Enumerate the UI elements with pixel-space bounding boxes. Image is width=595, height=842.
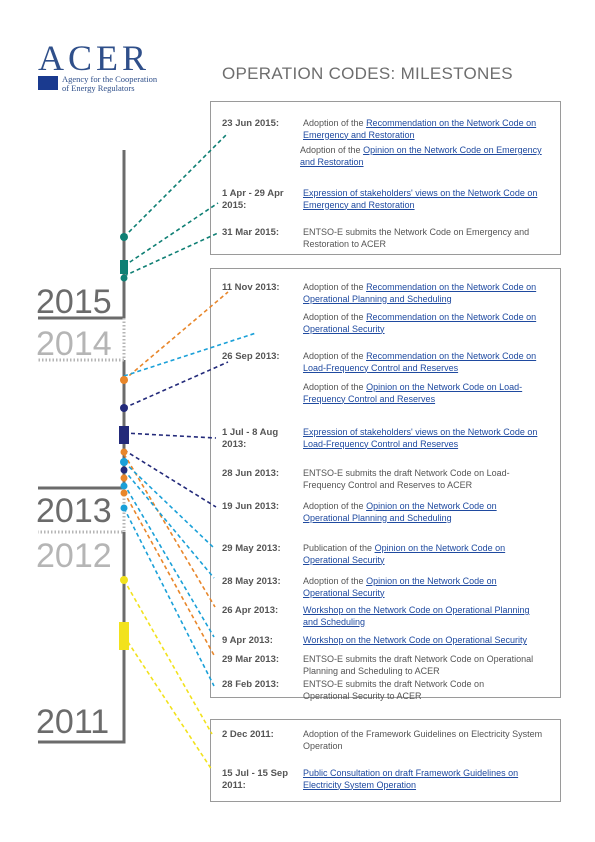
milestone-link[interactable]: Recommendation on the Network Code on Em… bbox=[303, 118, 537, 140]
milestone-date: 15 Jul - 15 Sep 2011: bbox=[222, 768, 289, 791]
milestone-text: Adoption of the Opinion on the Network C… bbox=[303, 576, 497, 598]
panel-2015 bbox=[210, 101, 561, 255]
milestone-date: 29 Mar 2013: bbox=[222, 654, 280, 665]
milestone-text: Adoption of the Opinion on the Network C… bbox=[300, 145, 542, 167]
acer-logo: ACER Agency for the Cooperation of Energ… bbox=[38, 40, 168, 95]
milestone-text: Adoption of the Opinion on the Network C… bbox=[303, 501, 497, 523]
milestone-text: Adoption of the Recommendation on the Ne… bbox=[303, 282, 537, 304]
milestone-link[interactable]: Recommendation on the Network Code on Op… bbox=[303, 282, 537, 304]
year-label-2013: 2013 bbox=[36, 492, 112, 530]
milestone-date: 26 Apr 2013: bbox=[222, 605, 279, 616]
milestone-link[interactable]: Opinion on the Network Code on Emergency… bbox=[300, 145, 542, 167]
milestone-link[interactable]: Expression of stakeholders' views on the… bbox=[303, 427, 538, 449]
connector-lines bbox=[123, 132, 257, 771]
panel-2011 bbox=[210, 719, 561, 802]
logo-subtitle: Agency for the Cooperation of Energy Reg… bbox=[62, 74, 158, 93]
milestone-date: 28 Jun 2013: bbox=[222, 468, 280, 479]
milestone-link[interactable]: Opinion on the Network Code on Operation… bbox=[303, 543, 506, 565]
milestone-text: Adoption of the Opinion on the Network C… bbox=[303, 382, 523, 404]
milestone-date: 23 Jun 2015: bbox=[222, 118, 280, 129]
logo-wordmark: ACER bbox=[38, 38, 151, 78]
milestone-date: 1 Apr - 29 Apr 2015: bbox=[222, 188, 284, 211]
milestone-text: Workshop on the Network Code on Operatio… bbox=[303, 635, 559, 647]
milestone-date: 19 Jun 2013: bbox=[222, 501, 280, 512]
milestone-text: Adoption of the Recommendation on the Ne… bbox=[303, 351, 537, 373]
milestone-text: ENTSO-E submits the draft Network Code o… bbox=[303, 468, 510, 490]
milestone-date: 26 Sep 2013: bbox=[222, 351, 280, 362]
milestone-date: 9 Apr 2013: bbox=[222, 635, 273, 646]
milestone-text: Adoption of the Recommendation on the Ne… bbox=[303, 118, 537, 140]
milestone-date: 2 Dec 2011: bbox=[222, 729, 274, 740]
milestone-link[interactable]: Workshop on the Network Code on Operatio… bbox=[303, 605, 530, 627]
milestone-link[interactable]: Public Consultation on draft Framework G… bbox=[303, 768, 519, 790]
timeline-markers bbox=[119, 233, 129, 650]
milestone-link[interactable]: Opinion on the Network Code on Operation… bbox=[303, 576, 497, 598]
milestone-date: 1 Jul - 8 Aug 2013: bbox=[222, 427, 279, 450]
milestone-text: Workshop on the Network Code on Operatio… bbox=[303, 605, 533, 628]
milestone-link[interactable]: Opinion on the Network Code on Load-Freq… bbox=[303, 382, 523, 404]
milestone-link[interactable]: Workshop on the Network Code on Operatio… bbox=[303, 635, 527, 645]
year-label-2014: 2014 bbox=[36, 325, 112, 363]
milestone-text: Public Consultation on draft Framework G… bbox=[303, 768, 548, 791]
timeline-axis bbox=[38, 150, 126, 744]
panel-2013 bbox=[210, 268, 561, 698]
milestone-link[interactable]: Expression of stakeholders' views on the… bbox=[303, 188, 538, 210]
milestone-link[interactable]: Opinion on the Network Code on Operation… bbox=[303, 501, 497, 523]
milestone-date: 29 May 2013: bbox=[222, 543, 281, 554]
milestone-date: 11 Nov 2013: bbox=[222, 282, 280, 293]
milestone-text: Expression of stakeholders' views on the… bbox=[303, 427, 555, 450]
milestone-date: 28 May 2013: bbox=[222, 576, 281, 587]
milestone-text: ENTSO-E submits the Network Code on Emer… bbox=[303, 227, 530, 249]
milestone-text: Publication of the Opinion on the Networ… bbox=[303, 543, 506, 565]
milestone-date: 31 Mar 2015: bbox=[222, 227, 280, 238]
milestone-text: Adoption of the Framework Guidelines on … bbox=[303, 729, 543, 751]
milestone-date: 28 Feb 2013: bbox=[222, 679, 280, 690]
milestone-text: Expression of stakeholders' views on the… bbox=[303, 188, 555, 211]
milestone-text: Adoption of the Recommendation on the Ne… bbox=[303, 312, 537, 334]
milestone-link[interactable]: Recommendation on the Network Code on Op… bbox=[303, 312, 537, 334]
year-label-2011: 2011 bbox=[36, 703, 110, 741]
page-title: OPERATION CODES: MILESTONES bbox=[222, 64, 513, 83]
year-label-2012: 2012 bbox=[36, 537, 112, 575]
timeline-axis-break bbox=[38, 318, 126, 534]
milestone-text: ENTSO-E submits the draft Network Code o… bbox=[303, 679, 485, 701]
milestone-text: ENTSO-E submits the draft Network Code o… bbox=[303, 654, 534, 676]
milestone-link[interactable]: Recommendation on the Network Code on Lo… bbox=[303, 351, 537, 373]
year-label-2015: 2015 bbox=[36, 283, 112, 321]
eu-flag-icon bbox=[38, 76, 58, 90]
